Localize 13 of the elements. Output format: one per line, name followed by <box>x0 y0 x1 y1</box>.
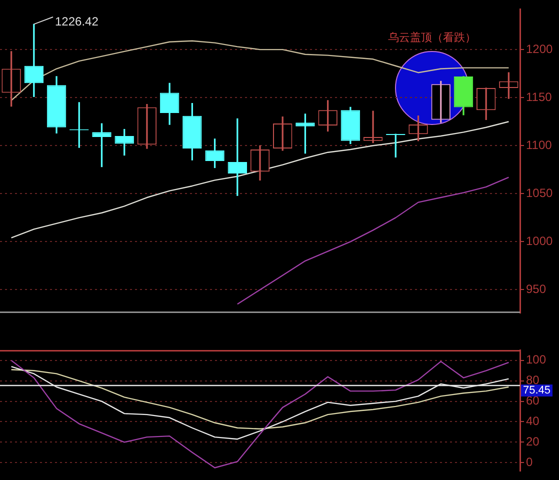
annotation: 乌云盖顶（看跌） <box>388 30 476 44</box>
y-tick-label: 1100 <box>526 138 552 152</box>
y-tick-label: 100 <box>526 352 546 367</box>
y-tick-label: 40 <box>526 414 540 428</box>
annotation: 1226.42 <box>55 14 99 28</box>
y-tick-label: 1150 <box>526 90 552 104</box>
y-tick-label: 1000 <box>526 234 554 248</box>
y-tick-label: 1050 <box>526 186 554 200</box>
y-tick-label: 1200 <box>526 42 554 56</box>
ref-line-label: 75.45 <box>523 384 551 397</box>
y-tick-label: 0 <box>526 454 533 469</box>
y-tick-label: 950 <box>526 282 546 296</box>
y-tick-label: 20 <box>526 434 540 448</box>
